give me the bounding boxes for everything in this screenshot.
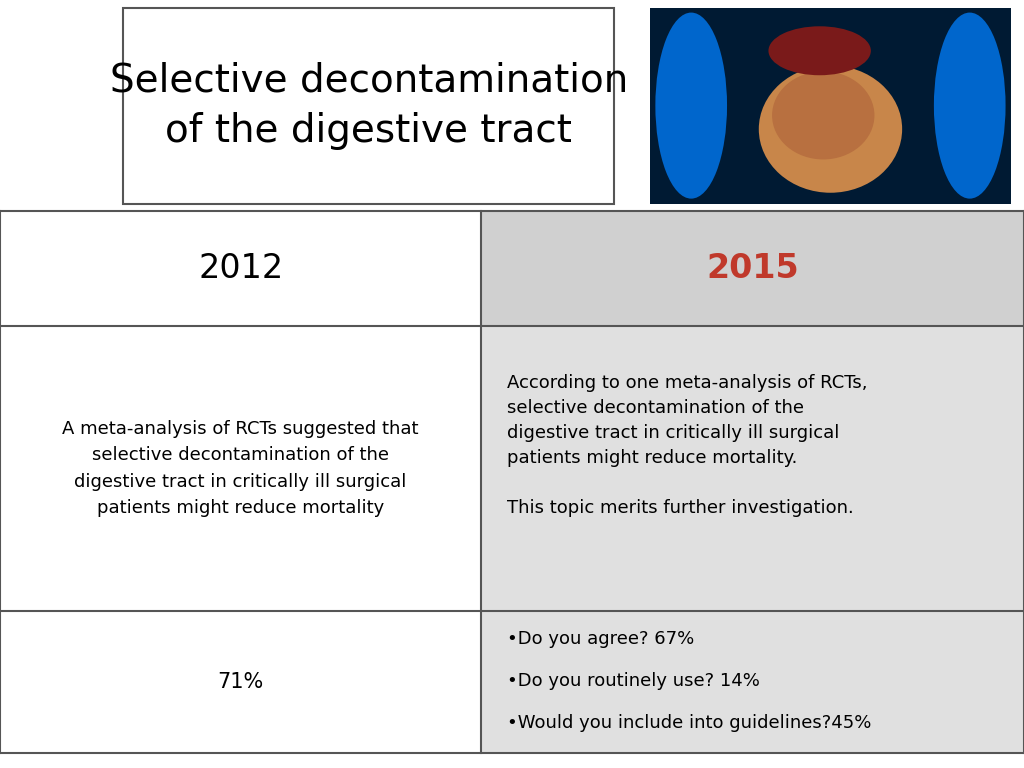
Text: 71%: 71% xyxy=(217,671,264,692)
Text: •Do you routinely use? 14%: •Do you routinely use? 14% xyxy=(507,672,760,690)
Ellipse shape xyxy=(772,71,874,160)
Bar xyxy=(481,211,1024,326)
Bar xyxy=(0,211,481,753)
Ellipse shape xyxy=(768,26,870,75)
Ellipse shape xyxy=(759,65,902,193)
Bar xyxy=(481,611,1024,753)
Text: A meta-analysis of RCTs suggested that
selective decontamination of the
digestiv: A meta-analysis of RCTs suggested that s… xyxy=(62,420,419,517)
Text: According to one meta-analysis of RCTs,
selective decontamination of the
digesti: According to one meta-analysis of RCTs, … xyxy=(507,374,867,517)
Ellipse shape xyxy=(934,12,1006,199)
Bar xyxy=(481,326,1024,611)
Text: •Would you include into guidelines?45%: •Would you include into guidelines?45% xyxy=(507,714,871,732)
Text: 2012: 2012 xyxy=(198,253,284,285)
Bar xyxy=(650,8,1011,204)
Text: Selective decontamination
of the digestive tract: Selective decontamination of the digesti… xyxy=(110,61,628,150)
Bar xyxy=(123,8,614,204)
Ellipse shape xyxy=(655,12,727,199)
Text: 2015: 2015 xyxy=(707,253,799,285)
Text: •Do you agree? 67%: •Do you agree? 67% xyxy=(507,630,694,647)
